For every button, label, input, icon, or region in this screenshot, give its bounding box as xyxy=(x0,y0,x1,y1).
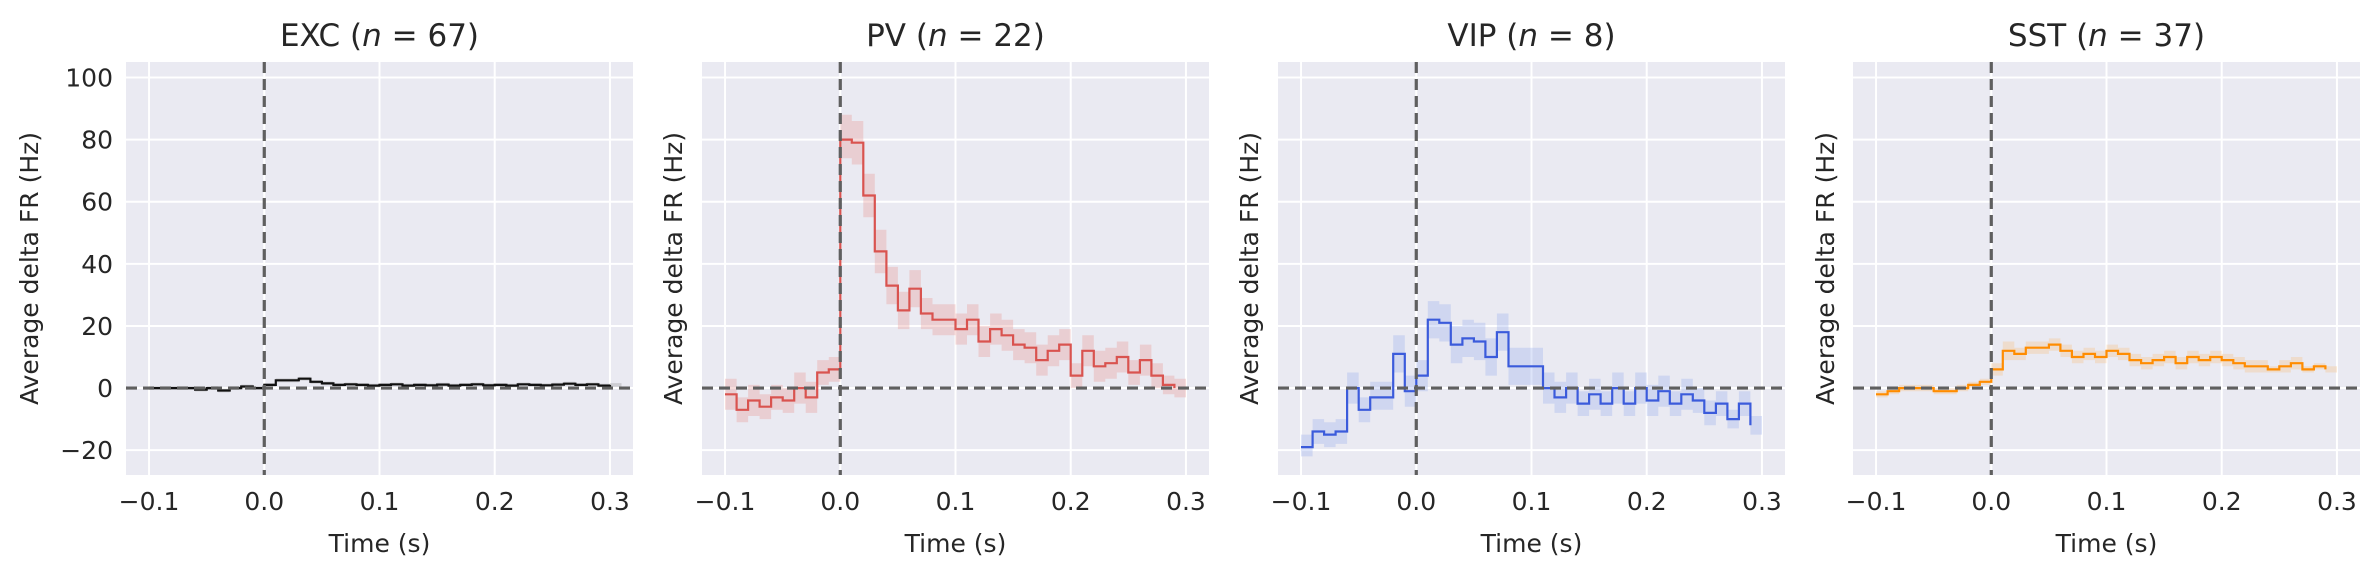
x-tick-label: −0.1 xyxy=(695,487,756,516)
panel-title-equals: = xyxy=(1538,18,1584,54)
x-tick-label: 0.0 xyxy=(1396,487,1436,516)
series-step-path xyxy=(149,377,612,392)
x-axis-label: Time (s) xyxy=(328,529,431,558)
panel-title-prefix: VIP ( xyxy=(1447,18,1518,54)
reference-lines xyxy=(126,62,633,475)
x-tick-label: 0.2 xyxy=(475,487,515,516)
y-tick-labels: −20 0 20 40 60 80 100 xyxy=(60,64,113,466)
x-tick-labels: −0.1 0.0 0.1 0.2 0.3 xyxy=(695,487,1206,516)
series-step-path xyxy=(1876,343,2327,396)
panel-vip: −0.1 0.0 0.1 0.2 0.3 VIP (n = 8) Time (s) Av… xyxy=(1235,18,1785,558)
panel-title-n-value: 37 xyxy=(2154,18,2193,54)
ci-band xyxy=(725,114,1186,423)
x-tick-labels: −0.1 0.0 0.1 0.2 0.3 xyxy=(1846,487,2357,516)
panel-title-n-symbol: n xyxy=(2088,18,2108,54)
panel-title-equals: = xyxy=(2108,18,2154,54)
panel-title-n-symbol: n xyxy=(1518,18,1538,54)
x-tick-label: 0.3 xyxy=(590,487,630,516)
x-tick-label: 0.0 xyxy=(820,487,860,516)
panel-title: EXC (n = 67) xyxy=(280,18,479,54)
y-axis-label: Average delta FR (Hz) xyxy=(659,132,688,405)
x-tick-labels: −0.1 0.0 0.1 0.2 0.3 xyxy=(119,487,630,516)
panel-title: VIP (n = 8) xyxy=(1447,18,1615,54)
x-axis-label: Time (s) xyxy=(1480,529,1583,558)
reference-lines xyxy=(1278,62,1785,475)
y-axis-label: Average delta FR (Hz) xyxy=(15,132,44,405)
ci-band xyxy=(1301,301,1762,457)
panel-title-equals: = xyxy=(382,18,428,54)
grid xyxy=(1278,62,1785,475)
panel-title-prefix: EXC ( xyxy=(280,18,362,54)
panel-title-n-value: 22 xyxy=(993,18,1032,54)
y-tick-label: 40 xyxy=(81,250,113,279)
panel-sst: −0.1 0.0 0.1 0.2 0.3 SST (n = 37) Time (s) A… xyxy=(1811,18,2360,558)
y-tick-label: 100 xyxy=(65,64,113,93)
series-line xyxy=(725,138,1176,411)
panel-title-close: ) xyxy=(1603,18,1615,54)
series-line xyxy=(149,377,612,392)
panel-title-n-symbol: n xyxy=(928,18,948,54)
x-tick-label: 0.1 xyxy=(2087,487,2127,516)
panel-title-close: ) xyxy=(467,18,479,54)
series-step-path xyxy=(725,138,1176,411)
x-tick-label: 0.0 xyxy=(1971,487,2011,516)
x-tick-label: −0.1 xyxy=(119,487,180,516)
y-tick-label: 0 xyxy=(97,374,113,403)
panel-title-prefix: PV ( xyxy=(866,18,928,54)
x-tick-label: 0.1 xyxy=(1512,487,1552,516)
y-axis-label: Average delta FR (Hz) xyxy=(1811,132,1840,405)
x-tick-label: −0.1 xyxy=(1846,487,1907,516)
x-axis-label: Time (s) xyxy=(2055,529,2158,558)
x-axis-label: Time (s) xyxy=(904,529,1007,558)
x-tick-label: 0.3 xyxy=(1166,487,1206,516)
confidence-band xyxy=(725,114,1186,423)
panel-pv: −0.1 0.0 0.1 0.2 0.3 PV (n = 22) Time (s) Av… xyxy=(659,18,1209,558)
panel-title-prefix: SST ( xyxy=(2008,18,2088,54)
y-tick-label: −20 xyxy=(60,436,113,465)
panel-title-n-value: 8 xyxy=(1584,18,1604,54)
x-tick-label: 0.1 xyxy=(360,487,400,516)
x-tick-label: 0.1 xyxy=(936,487,976,516)
x-tick-label: 0.2 xyxy=(1051,487,1091,516)
series-line xyxy=(1301,318,1752,449)
panel-title-equals: = xyxy=(948,18,994,54)
panel-title-close: ) xyxy=(1033,18,1045,54)
y-tick-label: 20 xyxy=(81,312,113,341)
series-line xyxy=(1876,343,2327,396)
reference-lines xyxy=(702,62,1209,475)
x-tick-labels: −0.1 0.0 0.1 0.2 0.3 xyxy=(1271,487,1782,516)
panel-title-close: ) xyxy=(2193,18,2205,54)
series-step-path xyxy=(1301,318,1752,449)
panel-title: PV (n = 22) xyxy=(866,18,1045,54)
x-tick-label: 0.3 xyxy=(1742,487,1782,516)
panel-title-n-symbol: n xyxy=(362,18,382,54)
x-tick-label: −0.1 xyxy=(1271,487,1332,516)
reference-lines xyxy=(1853,62,2360,475)
confidence-band xyxy=(1301,301,1762,457)
panel-title-n-value: 67 xyxy=(427,18,466,54)
x-tick-label: 0.3 xyxy=(2317,487,2357,516)
panel-exc: −0.1 0.0 0.1 0.2 0.3 −20 0 20 40 60 80 100 EXC (n … xyxy=(15,18,633,558)
y-tick-label: 80 xyxy=(81,126,113,155)
y-axis-label: Average delta FR (Hz) xyxy=(1235,132,1264,405)
x-tick-label: 0.2 xyxy=(1627,487,1667,516)
panel-title: SST (n = 37) xyxy=(2008,18,2205,54)
y-tick-label: 60 xyxy=(81,188,113,217)
x-tick-label: 0.2 xyxy=(2202,487,2242,516)
grid xyxy=(126,62,633,475)
x-tick-label: 0.0 xyxy=(244,487,284,516)
